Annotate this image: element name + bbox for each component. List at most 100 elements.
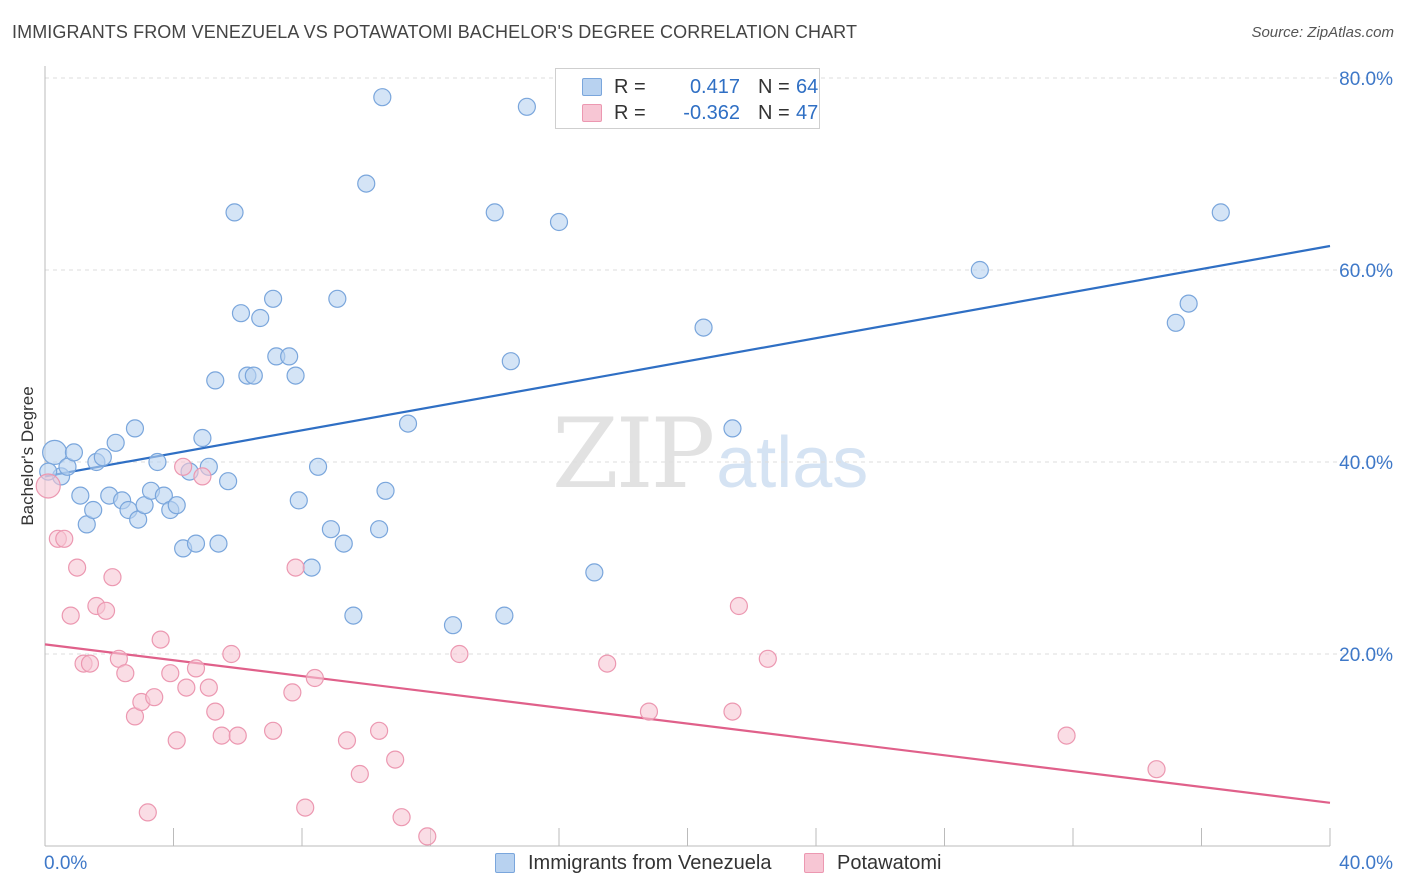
point-venezuela bbox=[549, 212, 569, 232]
point-venezuela bbox=[501, 352, 520, 371]
point-potawatomi bbox=[174, 457, 193, 476]
point-venezuela bbox=[1179, 294, 1198, 313]
legend-swatch-venezuela bbox=[582, 78, 602, 96]
point-potawatomi bbox=[68, 558, 87, 577]
point-potawatomi bbox=[138, 803, 157, 822]
trend-line-venezuela bbox=[44, 244, 1331, 478]
point-potawatomi bbox=[758, 649, 777, 668]
point-venezuela bbox=[495, 606, 514, 625]
x-tick-label: 0.0% bbox=[44, 853, 87, 874]
watermark-zip: ZIP bbox=[552, 398, 715, 510]
legend-n-value: 64 bbox=[796, 76, 819, 98]
point-venezuela bbox=[443, 616, 463, 635]
point-potawatomi bbox=[167, 731, 186, 750]
point-venezuela bbox=[970, 260, 989, 280]
point-venezuela bbox=[71, 486, 90, 505]
y-tick-label: 20.0% bbox=[1339, 645, 1393, 666]
point-venezuela bbox=[263, 289, 283, 308]
point-potawatomi bbox=[199, 678, 218, 697]
point-venezuela bbox=[344, 606, 363, 625]
source-note: Source: ZipAtlas.com bbox=[1251, 24, 1394, 41]
point-potawatomi bbox=[206, 702, 225, 721]
point-venezuela bbox=[186, 534, 206, 553]
point-potawatomi bbox=[35, 473, 61, 499]
y-axis-label: Bachelor's Degree bbox=[18, 386, 37, 526]
point-venezuela bbox=[1166, 313, 1185, 332]
series-label-venezuela: Immigrants from Venezuela bbox=[528, 852, 772, 874]
point-venezuela bbox=[244, 366, 263, 385]
point-venezuela bbox=[1211, 203, 1230, 222]
point-venezuela bbox=[723, 419, 742, 438]
point-potawatomi bbox=[61, 606, 80, 625]
point-venezuela bbox=[84, 500, 103, 520]
point-potawatomi bbox=[305, 668, 324, 688]
legend-r-label: R = bbox=[614, 76, 646, 98]
point-venezuela bbox=[219, 472, 238, 491]
point-venezuela bbox=[286, 366, 305, 385]
point-venezuela bbox=[64, 443, 84, 462]
correlation-legend: R = 0.417 N = 64 R = -0.362 N = 47 bbox=[555, 68, 820, 129]
point-venezuela bbox=[328, 289, 347, 308]
point-potawatomi bbox=[228, 726, 247, 745]
point-potawatomi bbox=[55, 529, 74, 548]
point-potawatomi bbox=[598, 654, 617, 673]
y-tick-label: 80.0% bbox=[1339, 69, 1393, 90]
point-potawatomi bbox=[450, 644, 469, 664]
point-potawatomi bbox=[222, 644, 241, 664]
legend-r-value: 0.417 bbox=[689, 76, 740, 98]
point-potawatomi bbox=[283, 683, 302, 702]
point-venezuela bbox=[376, 481, 395, 500]
series-label-potawatomi: Potawatomi bbox=[837, 852, 942, 874]
watermark: ZIPatlas bbox=[552, 398, 868, 510]
legend-r-label: R = bbox=[614, 102, 646, 124]
legend-n-label: N = bbox=[758, 76, 790, 98]
point-potawatomi bbox=[350, 764, 369, 784]
series-swatch-potawatomi bbox=[804, 853, 824, 873]
point-potawatomi bbox=[186, 659, 206, 678]
point-venezuela bbox=[167, 496, 186, 515]
point-venezuela bbox=[373, 88, 392, 107]
legend-n-value: 47 bbox=[796, 102, 819, 124]
point-venezuela bbox=[280, 347, 299, 366]
point-venezuela bbox=[209, 534, 228, 553]
point-venezuela bbox=[206, 371, 225, 390]
point-venezuela bbox=[193, 428, 212, 448]
point-potawatomi bbox=[1057, 726, 1076, 745]
point-venezuela bbox=[334, 534, 353, 553]
point-venezuela bbox=[308, 457, 328, 476]
point-venezuela bbox=[585, 563, 604, 582]
point-potawatomi bbox=[639, 702, 659, 721]
point-venezuela bbox=[125, 419, 145, 438]
point-potawatomi bbox=[418, 827, 437, 846]
point-venezuela bbox=[302, 558, 321, 577]
point-potawatomi bbox=[392, 808, 411, 827]
point-potawatomi bbox=[96, 601, 116, 620]
point-potawatomi bbox=[212, 726, 231, 745]
data-points bbox=[35, 88, 1230, 846]
point-potawatomi bbox=[1147, 760, 1166, 779]
point-venezuela bbox=[225, 203, 244, 222]
point-venezuela bbox=[321, 520, 341, 539]
point-venezuela bbox=[231, 304, 251, 323]
point-potawatomi bbox=[723, 702, 742, 721]
point-venezuela bbox=[148, 452, 167, 472]
point-venezuela bbox=[485, 203, 504, 222]
point-potawatomi bbox=[286, 558, 305, 577]
point-potawatomi bbox=[103, 568, 122, 587]
point-potawatomi bbox=[177, 678, 196, 697]
point-venezuela bbox=[398, 414, 418, 433]
point-potawatomi bbox=[729, 596, 749, 616]
point-venezuela bbox=[370, 520, 389, 539]
chart-title: IMMIGRANTS FROM VENEZUELA VS POTAWATOMI … bbox=[12, 22, 858, 42]
point-venezuela bbox=[517, 97, 536, 116]
point-potawatomi bbox=[151, 630, 170, 649]
y-tick-label: 60.0% bbox=[1339, 261, 1393, 282]
point-potawatomi bbox=[386, 750, 405, 769]
series-swatch-venezuela bbox=[495, 853, 515, 873]
trend-line-potawatomi bbox=[44, 643, 1331, 804]
point-potawatomi bbox=[296, 798, 315, 817]
point-potawatomi bbox=[193, 467, 212, 486]
point-venezuela bbox=[93, 448, 112, 467]
point-potawatomi bbox=[145, 688, 164, 707]
